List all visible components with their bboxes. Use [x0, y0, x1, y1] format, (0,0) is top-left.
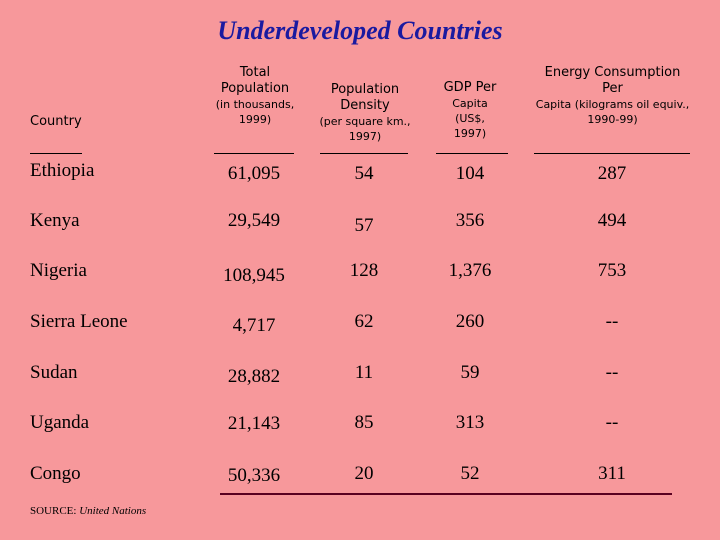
table-row: Ethiopia 61,095 54 104 287	[0, 160, 720, 190]
header-gdp-title: GDP Per	[443, 80, 497, 95]
table-row: Uganda 21,143 85 313 --	[0, 412, 720, 442]
cell-energy: --	[605, 412, 619, 433]
cell-energy: 311	[598, 463, 626, 484]
header-population: Total Population (in thousands, 1999)	[210, 65, 300, 127]
header-country: Country	[30, 114, 82, 130]
header-gdp-subtitle: Capita (US$, 1997)	[452, 97, 488, 140]
source-note: SOURCE: United Nations	[30, 505, 146, 517]
cell-population: 28,882	[227, 366, 281, 387]
header-density-title: Population Density	[330, 82, 400, 113]
cell-gdp: 1,376	[448, 260, 492, 281]
cell-country: Sudan	[30, 362, 78, 383]
table-row: Nigeria 108,945 128 1,376 753	[0, 260, 720, 290]
header-density: Population Density (per square km., 1997…	[315, 82, 415, 144]
page-title: Underdeveloped Countries	[217, 16, 503, 45]
header-energy-subtitle: Capita (kilograms oil equiv., 1990-99)	[535, 98, 690, 126]
cell-energy: 287	[597, 163, 627, 184]
header-density-subtitle: (per square km., 1997)	[319, 115, 411, 143]
cell-energy: 753	[597, 260, 627, 281]
cell-population: 50,336	[227, 465, 281, 486]
source-label: SOURCE:	[30, 505, 77, 517]
cell-country: Nigeria	[30, 260, 87, 281]
cell-density: 62	[354, 311, 374, 332]
cell-density: 54	[354, 163, 374, 184]
header-country-rule	[30, 153, 82, 154]
cell-energy: --	[605, 311, 619, 332]
cell-gdp: 52	[460, 463, 480, 484]
header-energy-rule	[534, 153, 690, 154]
cell-population: 108,945	[223, 265, 285, 286]
header-gdp-rule	[436, 153, 508, 154]
header-energy-title: Energy Consumption Per	[544, 65, 681, 96]
cell-population: 29,549	[227, 210, 281, 231]
cell-gdp: 59	[460, 362, 480, 383]
cell-density: 11	[354, 362, 374, 383]
cell-density: 128	[349, 260, 379, 281]
header-population-rule	[214, 153, 294, 154]
cell-density: 57	[354, 215, 374, 236]
cell-density: 20	[354, 463, 374, 484]
cell-country: Uganda	[30, 412, 90, 433]
header-gdp: GDP Per Capita (US$, 1997)	[425, 80, 515, 141]
header-density-rule	[320, 153, 408, 154]
header-country-label: Country	[30, 114, 82, 129]
cell-country: Congo	[30, 463, 81, 484]
header-population-subtitle: (in thousands, 1999)	[215, 98, 295, 126]
cell-population: 21,143	[227, 413, 281, 434]
cell-population: 4,717	[232, 315, 276, 336]
cell-density: 85	[354, 412, 374, 433]
table-row: Kenya 29,549 57 356 494	[0, 210, 720, 240]
table-row: Sudan 28,882 11 59 --	[0, 362, 720, 392]
cell-energy: 494	[597, 210, 627, 231]
source-org: United Nations	[79, 505, 147, 517]
header-energy: Energy Consumption Per Capita (kilograms…	[530, 65, 695, 127]
cell-country: Sierra Leone	[30, 311, 128, 332]
cell-gdp: 260	[455, 311, 485, 332]
cell-gdp: 104	[455, 163, 485, 184]
cell-population: 61,095	[227, 163, 281, 184]
table-row: Sierra Leone 4,717 62 260 --	[0, 311, 720, 341]
table-row: Congo 50,336 20 52 311	[0, 463, 720, 493]
cell-energy: --	[605, 362, 619, 383]
cell-country: Ethiopia	[30, 160, 95, 181]
cell-country: Kenya	[30, 210, 80, 231]
header-population-title: Total Population	[220, 65, 290, 96]
cell-gdp: 313	[455, 412, 485, 433]
cell-gdp: 356	[455, 210, 485, 231]
table-bottom-rule	[220, 493, 672, 495]
